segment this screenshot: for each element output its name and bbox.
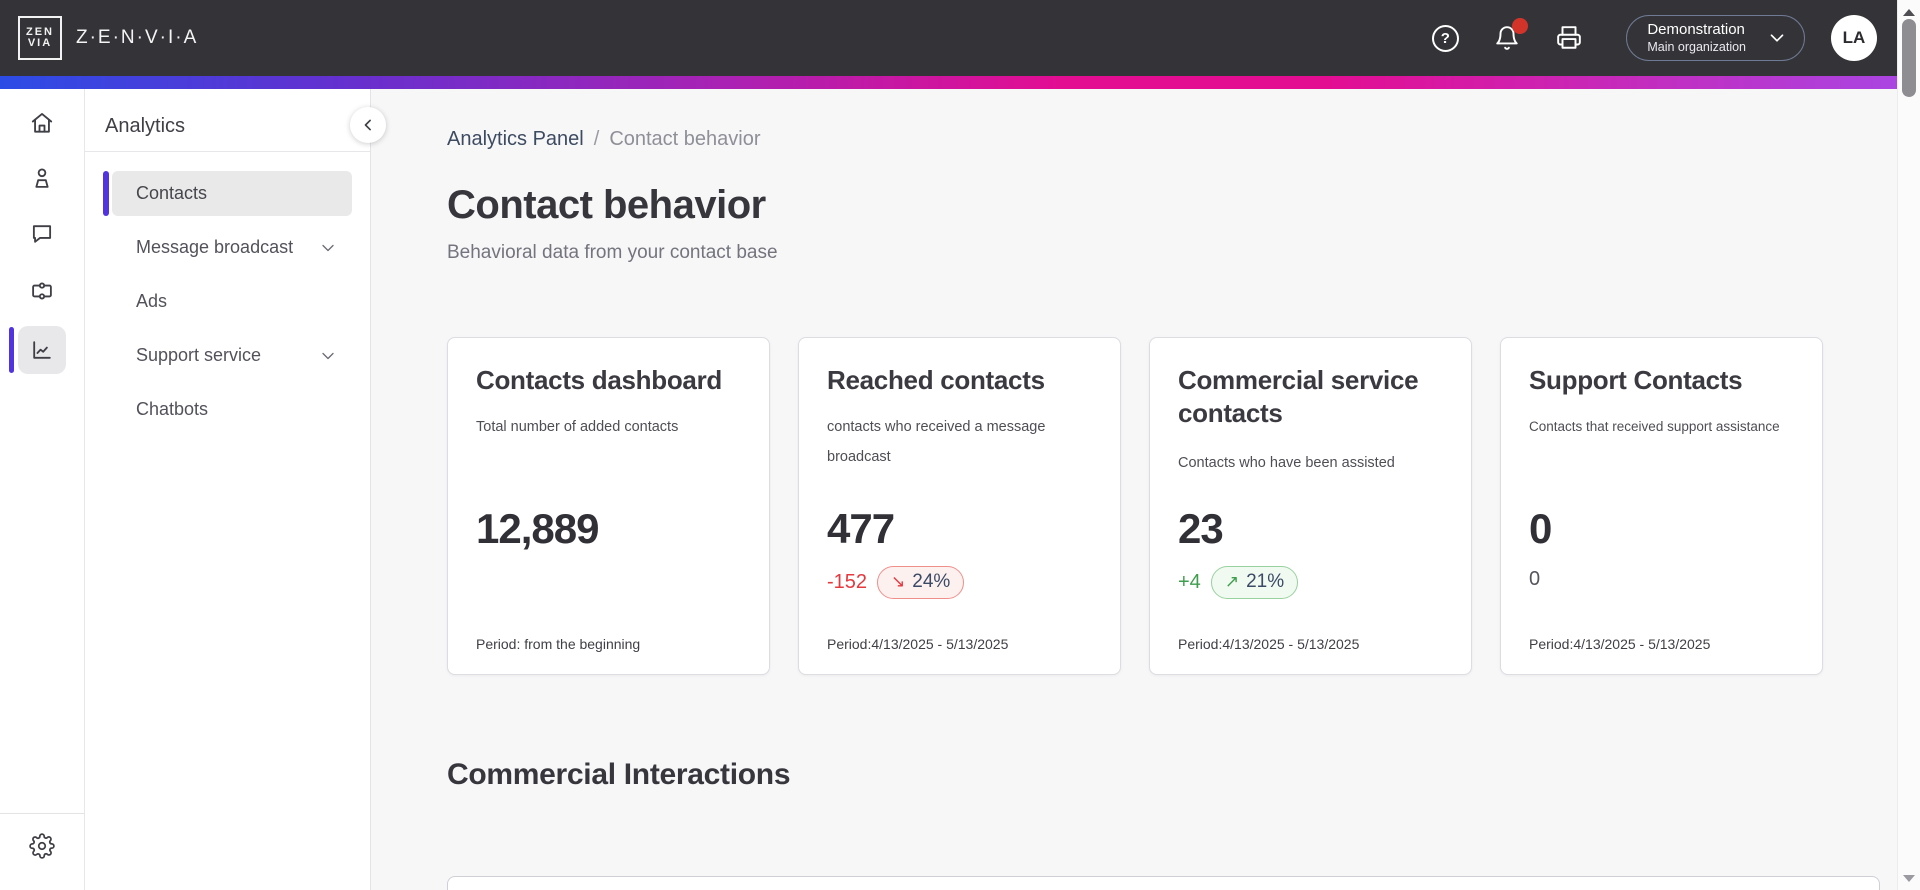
rail-divider: [0, 813, 85, 814]
scrollbar-thumb[interactable]: [1902, 19, 1916, 97]
trend-down-icon: ↘: [891, 572, 906, 591]
card-value: 12,889: [476, 505, 599, 552]
page-title: Contact behavior: [447, 183, 766, 227]
card-reached-contacts: Reached contacts contacts who received a…: [798, 337, 1121, 675]
card-period: Period:4/13/2025 - 5/13/2025: [827, 636, 1009, 652]
card-delta-row: -152 ↘ 24%: [827, 566, 965, 599]
page-subtitle: Behavioral data from your contact base: [447, 242, 778, 263]
card-title: Commercial service contacts: [1178, 365, 1419, 428]
sidebar-item-ads[interactable]: Ads: [112, 279, 352, 324]
scrollbar-down-arrow[interactable]: [1903, 875, 1915, 882]
card-support-contacts: Support Contacts Contacts that received …: [1500, 337, 1823, 675]
brand-gradient-bar: [0, 76, 1897, 89]
breadcrumb-analytics-panel-link[interactable]: Analytics Panel: [447, 128, 584, 150]
organization-subtitle: Main organization: [1647, 39, 1746, 54]
line-chart-icon: [33, 341, 51, 359]
active-nav-indicator: [9, 327, 14, 373]
analytics-sidebar: Analytics Contacts Message broadcast Ads…: [85, 89, 386, 890]
sidebar-item-label: Ads: [136, 291, 168, 311]
organization-name: Demonstration: [1647, 20, 1745, 38]
card-description: Contacts who have been assisted: [1178, 455, 1395, 471]
delta-value: -152: [827, 571, 868, 593]
chevron-down-icon: [318, 238, 338, 258]
sidebar-item-contacts[interactable]: Contacts: [103, 171, 352, 216]
card-description: Contacts that received support assistanc…: [1529, 419, 1780, 434]
chat-bubble-icon: [32, 225, 52, 243]
person-icon: [35, 168, 49, 188]
delta-value: +4: [1178, 571, 1201, 593]
trend-up-icon: ↗: [1224, 572, 1240, 591]
card-value: 0: [1529, 505, 1552, 552]
unread-notification-dot: [1512, 18, 1529, 34]
home-icon: [31, 112, 53, 133]
scrollbar-up-arrow[interactable]: [1903, 9, 1915, 16]
sidebar-item-label: Support service: [136, 345, 262, 365]
sidebar-item-support-service[interactable]: Support service: [112, 333, 352, 378]
primary-nav-rail: [0, 89, 85, 890]
card-title: Support Contacts: [1529, 365, 1743, 395]
sidebar-item-label: Contacts: [136, 183, 208, 203]
chevron-down-icon: [1770, 34, 1784, 42]
trend-badge-down: ↘ 24%: [877, 566, 965, 599]
commercial-interactions-panel: [447, 876, 1880, 890]
bell-icon: [1496, 26, 1519, 50]
breadcrumb: Analytics Panel / Contact behavior: [447, 127, 1897, 151]
main-content: Analytics Panel / Contact behavior Conta…: [371, 89, 1897, 890]
help-button[interactable]: ?: [1428, 21, 1462, 55]
card-value: 477: [827, 505, 895, 552]
card-delta-row: +4 ↗ 21%: [1178, 566, 1299, 599]
logo-line1: ZEN: [26, 26, 54, 38]
notifications-button[interactable]: [1490, 18, 1529, 55]
page-scrollbar: [1897, 0, 1920, 890]
card-title: Contacts dashboard: [476, 365, 722, 395]
nav-conversations-button[interactable]: [22, 214, 62, 254]
card-period: Period:4/13/2025 - 5/13/2025: [1529, 636, 1711, 652]
trend-percent: 24%: [912, 571, 951, 592]
breadcrumb-current: Contact behavior: [609, 128, 761, 150]
card-period: Period: from the beginning: [476, 636, 641, 652]
sidebar-item-label: Message broadcast: [136, 237, 294, 257]
card-title: Reached contacts: [827, 365, 1045, 395]
sidebar-collapse-button[interactable]: [350, 107, 386, 143]
nav-tickets-button[interactable]: [22, 271, 62, 311]
nav-settings-button[interactable]: [22, 826, 62, 866]
sidebar-item-message-broadcast[interactable]: Message broadcast: [112, 225, 352, 270]
question-circle-icon: ?: [1431, 24, 1459, 52]
nav-analytics-button[interactable]: [22, 330, 62, 370]
chevron-left-icon: [364, 119, 371, 131]
sidebar-title: Analytics: [105, 115, 186, 137]
print-button[interactable]: [1552, 21, 1586, 55]
nav-home-button[interactable]: [22, 103, 62, 143]
brand: ZEN VIA Z·E·N·V·I·A: [0, 16, 198, 60]
section-title-commercial-interactions: Commercial Interactions: [447, 758, 791, 791]
zenvia-logo-icon: ZEN VIA: [18, 16, 62, 60]
trend-badge-up: ↗ 21%: [1210, 566, 1299, 599]
chevron-down-icon: [318, 346, 338, 366]
card-value: 23: [1178, 505, 1224, 552]
printer-icon: [1557, 26, 1582, 49]
organization-switcher[interactable]: Demonstration Main organization: [1626, 15, 1805, 61]
card-description: contacts who received a message broadcas…: [827, 419, 1046, 465]
gear-icon: [29, 833, 55, 859]
card-period: Period:4/13/2025 - 5/13/2025: [1178, 636, 1360, 652]
trend-percent: 21%: [1246, 571, 1285, 592]
logo-line2: VIA: [27, 37, 53, 49]
stat-cards-row: Contacts dashboard Total number of added…: [447, 337, 1897, 675]
card-description: Total number of added contacts: [476, 419, 679, 435]
sidebar-item-chatbots[interactable]: Chatbots: [112, 387, 352, 432]
card-contacts-dashboard: Contacts dashboard Total number of added…: [447, 337, 770, 675]
top-header-bar: ZEN VIA Z·E·N·V·I·A ? Demonst: [0, 0, 1897, 76]
sidebar-item-label: Chatbots: [136, 399, 209, 419]
card-sub-value: 0: [1529, 568, 1541, 590]
card-commercial-service-contacts: Commercial service contacts Contacts who…: [1149, 337, 1472, 675]
ticket-icon: [32, 282, 52, 300]
sidebar-menu: Contacts Message broadcast Ads Support s…: [85, 171, 370, 441]
sidebar-divider: [85, 151, 370, 152]
breadcrumb-separator: /: [593, 128, 600, 150]
user-avatar[interactable]: LA: [1831, 15, 1877, 61]
nav-contacts-button[interactable]: [22, 158, 62, 198]
brand-wordmark: Z·E·N·V·I·A: [76, 27, 199, 48]
